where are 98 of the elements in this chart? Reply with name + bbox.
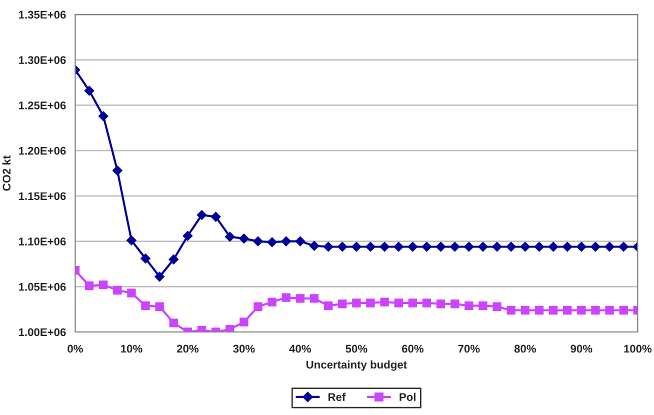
point (324, 301, 333, 310)
x-tick-label: 20% (176, 344, 199, 353)
point (309, 240, 320, 251)
point (577, 306, 586, 315)
point (604, 242, 614, 252)
point (113, 286, 122, 295)
point (98, 280, 108, 290)
point (84, 86, 94, 96)
legend-label: Pol (400, 392, 416, 401)
x-tick-label: 30% (233, 344, 255, 353)
point (534, 306, 544, 315)
x-axis-title: Uncertainty budget (306, 360, 407, 371)
y-tick-label: 1.00E+06 (19, 328, 66, 336)
y-tick-label: 1.30E+06 (19, 56, 66, 64)
point (226, 324, 234, 332)
point (351, 242, 362, 252)
y-tick-label: 1.25E+06 (19, 102, 66, 110)
point (169, 318, 178, 328)
point (196, 210, 207, 220)
x-tick-label: 50% (346, 344, 368, 353)
point (224, 232, 235, 242)
point (478, 242, 488, 252)
point (436, 300, 446, 308)
point (492, 302, 502, 311)
point (380, 298, 389, 306)
point (310, 294, 319, 303)
point (295, 236, 306, 246)
point (323, 242, 334, 252)
x-tick-label: 70% (458, 344, 480, 353)
point (394, 242, 404, 252)
point (268, 298, 276, 306)
point (366, 242, 376, 252)
point (562, 242, 572, 252)
point (478, 301, 488, 310)
point (591, 306, 600, 315)
point (576, 242, 586, 252)
x-tick-label: 40% (289, 344, 312, 353)
y-tick-label: 1.05E+06 (19, 282, 66, 291)
point (84, 281, 94, 290)
point (240, 318, 248, 326)
point (450, 242, 460, 252)
y-tick-label: 1.20E+06 (19, 146, 66, 155)
point (366, 298, 375, 308)
point (436, 242, 446, 252)
point (141, 301, 150, 310)
x-tick-label: 100% (624, 344, 652, 353)
point (464, 301, 474, 310)
point (112, 166, 122, 176)
x-tick-label: 80% (514, 344, 536, 353)
y-tick-label: 1.15E+06 (19, 192, 66, 200)
point (140, 254, 150, 264)
x-tick-label: 10% (121, 344, 142, 353)
point (239, 234, 249, 244)
point (98, 111, 108, 122)
point (548, 306, 558, 315)
point (619, 306, 628, 315)
point (534, 242, 544, 252)
point (408, 298, 418, 308)
point (168, 254, 179, 264)
point (338, 300, 347, 308)
point (126, 235, 136, 246)
point (422, 242, 432, 252)
y-tick-label: 1.35E+06 (19, 10, 66, 19)
point (590, 242, 600, 252)
point (337, 242, 348, 252)
x-tick-label: 60% (402, 344, 424, 353)
point (506, 306, 516, 315)
y-tick-label: 1.10E+06 (19, 238, 66, 246)
point (380, 242, 390, 252)
point (254, 302, 262, 311)
point (422, 298, 432, 308)
point (282, 293, 290, 302)
point (281, 236, 292, 246)
point (394, 298, 403, 308)
point (408, 242, 418, 252)
x-tick-label: 90% (570, 344, 592, 353)
point (352, 298, 361, 308)
y-axis-title: CO2 kt (2, 155, 11, 191)
point (605, 306, 614, 315)
point (492, 242, 502, 252)
point (267, 237, 278, 248)
point (450, 300, 460, 308)
point (155, 302, 164, 311)
point (210, 212, 221, 222)
point (520, 242, 530, 252)
x-tick-label: 0% (68, 344, 83, 353)
point (464, 242, 474, 252)
point (127, 288, 136, 298)
point (520, 306, 530, 315)
point (182, 230, 193, 241)
point (296, 294, 305, 303)
point (154, 272, 165, 282)
point (618, 242, 629, 252)
point (253, 236, 263, 246)
point (548, 242, 558, 252)
legend-label: Ref (328, 392, 346, 401)
point (506, 242, 516, 252)
point (563, 306, 572, 315)
